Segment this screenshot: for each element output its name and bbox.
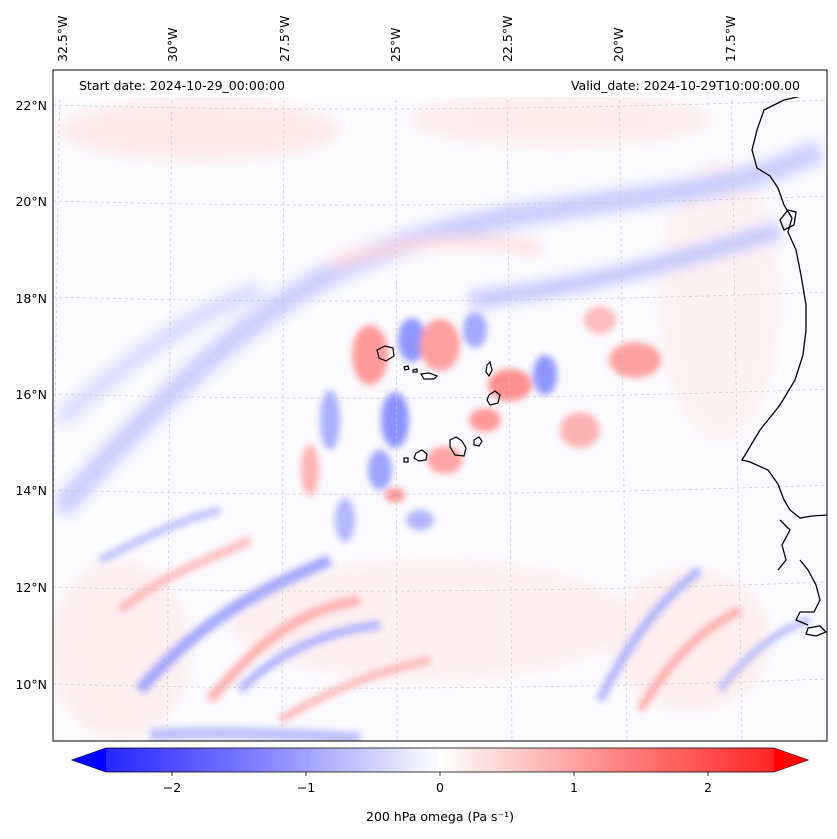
- colorbar-tick-label: 0: [436, 780, 444, 795]
- colorbar-tick-label: −2: [163, 780, 181, 795]
- omega-field: [53, 70, 827, 741]
- colorbar: −2 −1 0 1 2 200 hPa omega (Pa s⁻¹): [70, 747, 810, 824]
- header-strip: [53, 70, 827, 97]
- lon-label: 32.5°W: [55, 16, 70, 62]
- lat-labels: 22°N 20°N 18°N 16°N 14°N 12°N 10°N: [15, 98, 47, 692]
- coastline: [740, 70, 827, 637]
- valid-date-label: Valid_date: 2024-10-29T10:00:00.00: [571, 78, 800, 93]
- graticule: [53, 70, 827, 741]
- start-date-label: Start date: 2024-10-29_00:00:00: [79, 78, 285, 93]
- colorbar-max-extend: [774, 748, 808, 772]
- lat-label: 14°N: [15, 483, 47, 498]
- lat-label: 18°N: [15, 291, 47, 306]
- lat-label: 12°N: [15, 580, 47, 595]
- map-panel: Start date: 2024-10-29_00:00:00 Valid_da…: [52, 69, 828, 742]
- lat-label: 16°N: [15, 387, 47, 402]
- lon-labels: 32.5°W 30°W 27.5°W 25°W 22.5°W 20°W 17.5…: [55, 16, 738, 62]
- colorbar-tick-label: 2: [704, 780, 712, 795]
- lon-label: 30°W: [165, 27, 180, 62]
- lon-label: 27.5°W: [277, 16, 292, 62]
- lon-label: 25°W: [388, 27, 403, 62]
- lon-label: 20°W: [611, 27, 626, 62]
- lon-label: 22.5°W: [500, 16, 515, 62]
- lat-label: 22°N: [15, 98, 47, 113]
- lat-label: 10°N: [15, 677, 47, 692]
- colorbar-ramp: [70, 747, 810, 773]
- colorbar-title: 200 hPa omega (Pa s⁻¹): [366, 809, 514, 824]
- colorbar-tick-label: −1: [297, 780, 315, 795]
- cape-verde-islands: [376, 345, 501, 463]
- lat-label: 20°N: [15, 194, 47, 209]
- map-frame: [52, 69, 828, 742]
- colorbar-tick-label: 1: [570, 780, 578, 795]
- lon-label: 17.5°W: [723, 16, 738, 62]
- colorbar-min-extend: [72, 748, 106, 772]
